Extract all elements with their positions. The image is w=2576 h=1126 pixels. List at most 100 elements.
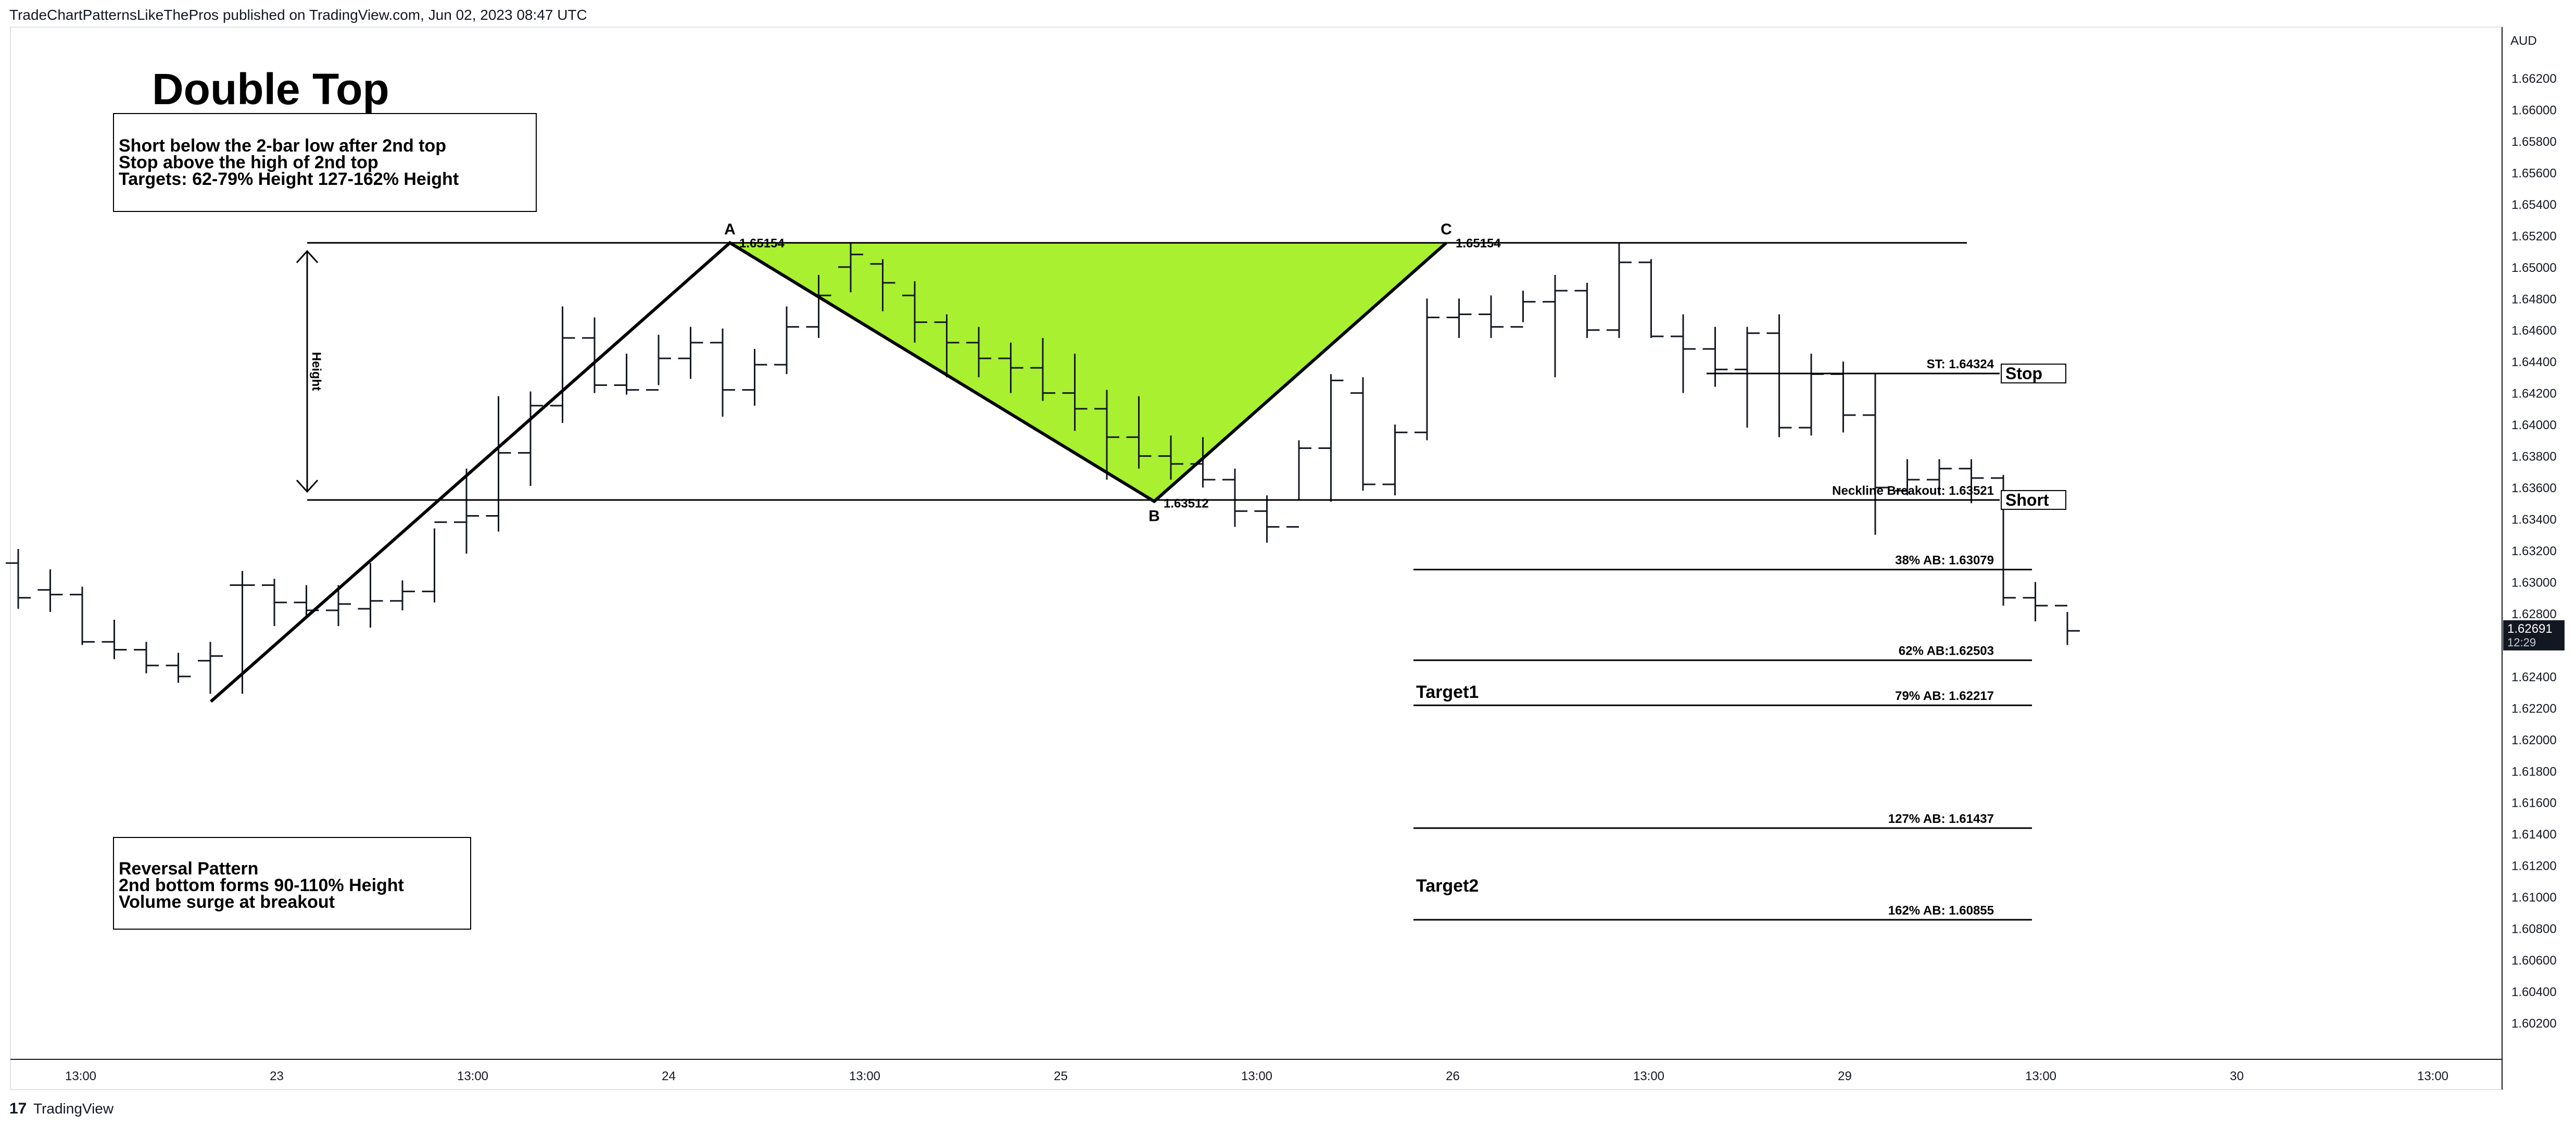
y-tick-label: 1.65800 [2511,135,2557,149]
y-tick-label: 1.66200 [2511,72,2557,86]
y-tick-label: 1.61400 [2511,828,2557,842]
strategy-line-1: Short below the 2-bar low after 2nd top [119,136,446,156]
current-price-countdown: 12:29 [2507,636,2536,649]
level-label: Neckline Breakout: 1.63521 [1832,484,1994,498]
point-c-value: 1.65154 [1456,236,1501,251]
ohlc-bar [358,563,383,628]
level-label: 38% AB: 1.63079 [1895,554,1994,568]
ohlc-bar [422,521,447,603]
strategy-line-2: Stop above the high of 2nd top [119,153,378,172]
ohlc-bar [710,328,735,417]
ohlc-bar [1062,354,1088,431]
ohlc-bar [1126,396,1152,469]
level-tag: Stop [2005,364,2042,383]
ohlc-bar [166,653,191,683]
x-tick-label: 13:00 [457,1069,488,1083]
ohlc-bar [1415,298,1439,441]
ohlc-bar [1863,374,1888,535]
x-tick-label: 30 [2230,1069,2244,1083]
ohlc-bar [678,327,703,379]
level-tag-box [2001,490,2066,510]
reversal-box [113,837,471,930]
y-tick-label: 1.60800 [2511,922,2557,936]
y-tick-label: 1.65600 [2511,166,2557,180]
y-tick-label: 1.60200 [2511,1017,2557,1031]
point-b-label: B [1148,508,1160,525]
ohlc-bar [2023,582,2048,622]
target2-label: Target2 [1416,876,1479,896]
x-tick-label: 13:00 [2417,1069,2448,1083]
ohlc-bar [646,334,671,391]
point-c-label: C [1441,221,1452,238]
ohlc-bar [1671,314,1696,393]
level-label: 127% AB: 1.61437 [1888,812,1994,826]
x-tick-label: 29 [1838,1069,1852,1083]
point-a-value: 1.65154 [739,236,785,251]
ohlc-bar [294,585,319,619]
ohlc-bar [998,342,1024,393]
strategy-box [113,113,537,212]
y-tick-label: 1.66000 [2511,103,2557,117]
ohlc-bar [1318,374,1344,502]
currency-label: AUD [2510,34,2537,48]
ohlc-bar [1638,259,1664,338]
ohlc-bar [934,314,959,378]
y-tick-label: 1.62400 [2511,670,2557,684]
ohlc-bar [102,620,127,659]
ohlc-bar [1030,337,1055,401]
chart-title: Double Top [152,65,389,114]
ohlc-bar [518,391,543,486]
ohlc-bar [1254,495,1280,543]
ohlc-bar [774,306,799,374]
x-tick-label: 13:00 [1633,1069,1664,1083]
y-tick-label: 1.60600 [2511,954,2557,968]
ohlc-bar [1702,327,1728,387]
y-tick-label: 1.63200 [2511,544,2557,558]
y-tick-label: 1.62200 [2511,702,2557,716]
pattern-line [210,241,1447,703]
target1-label: Target1 [1416,682,1479,702]
ohlc-bar [390,580,415,610]
y-tick-label: 1.61800 [2511,765,2557,779]
current-price-value: 1.62691 [2507,622,2553,636]
ohlc-bar [454,468,479,554]
ohlc-bar [806,274,831,338]
ohlc-bar [838,243,863,293]
ohlc-bar [134,642,159,673]
ohlc-bar [486,396,511,532]
y-tick-label: 1.65200 [2511,229,2557,243]
ohlc-bar [1479,295,1504,338]
reversal-line-2: 2nd bottom forms 90-110% Height [119,875,404,895]
publisher-text: TradeChartPatternsLikeThePros published … [9,7,587,23]
ohlc-bar [550,306,575,423]
y-tick-label: 1.63000 [2511,575,2557,590]
ohlc-bar [1094,390,1119,480]
x-tick-label: 24 [662,1069,676,1083]
ohlc-bar [1959,459,1984,504]
x-axis: 13:00 23 13:00 24 13:00 25 13:00 26 13:00 29 13:00… [65,1069,2448,1083]
x-tick-label: 26 [1446,1069,1460,1083]
ohlc-bar [1735,327,1760,428]
ohlc-bar [1830,361,1856,433]
level-label: 62% AB:1.62503 [1899,644,1994,658]
ohlc-bar [198,642,223,694]
level-label: ST: 1.64324 [1927,357,1994,371]
x-tick-label: 25 [1054,1069,1068,1083]
y-tick-label: 1.61200 [2511,859,2557,873]
y-tick-label: 1.64000 [2511,418,2557,432]
y-tick-label: 1.64400 [2511,355,2557,369]
y-tick-label: 1.63600 [2511,481,2557,495]
ohlc-bar [870,259,895,311]
ohlc-bar [70,586,95,645]
ohlc-bar [6,548,31,609]
ohlc-bar [1510,291,1536,328]
ohlc-bar [614,354,639,395]
ohlc-bar [902,281,927,343]
ohlc-bar [326,585,351,627]
ohlc-bar [2055,605,2080,645]
ohlc-bar [966,327,991,378]
ohlc-bar [1286,440,1311,528]
strategy-line-3: Targets: 62-79% Height 127-162% Height [119,169,459,189]
ohlc-bar [1799,354,1824,436]
